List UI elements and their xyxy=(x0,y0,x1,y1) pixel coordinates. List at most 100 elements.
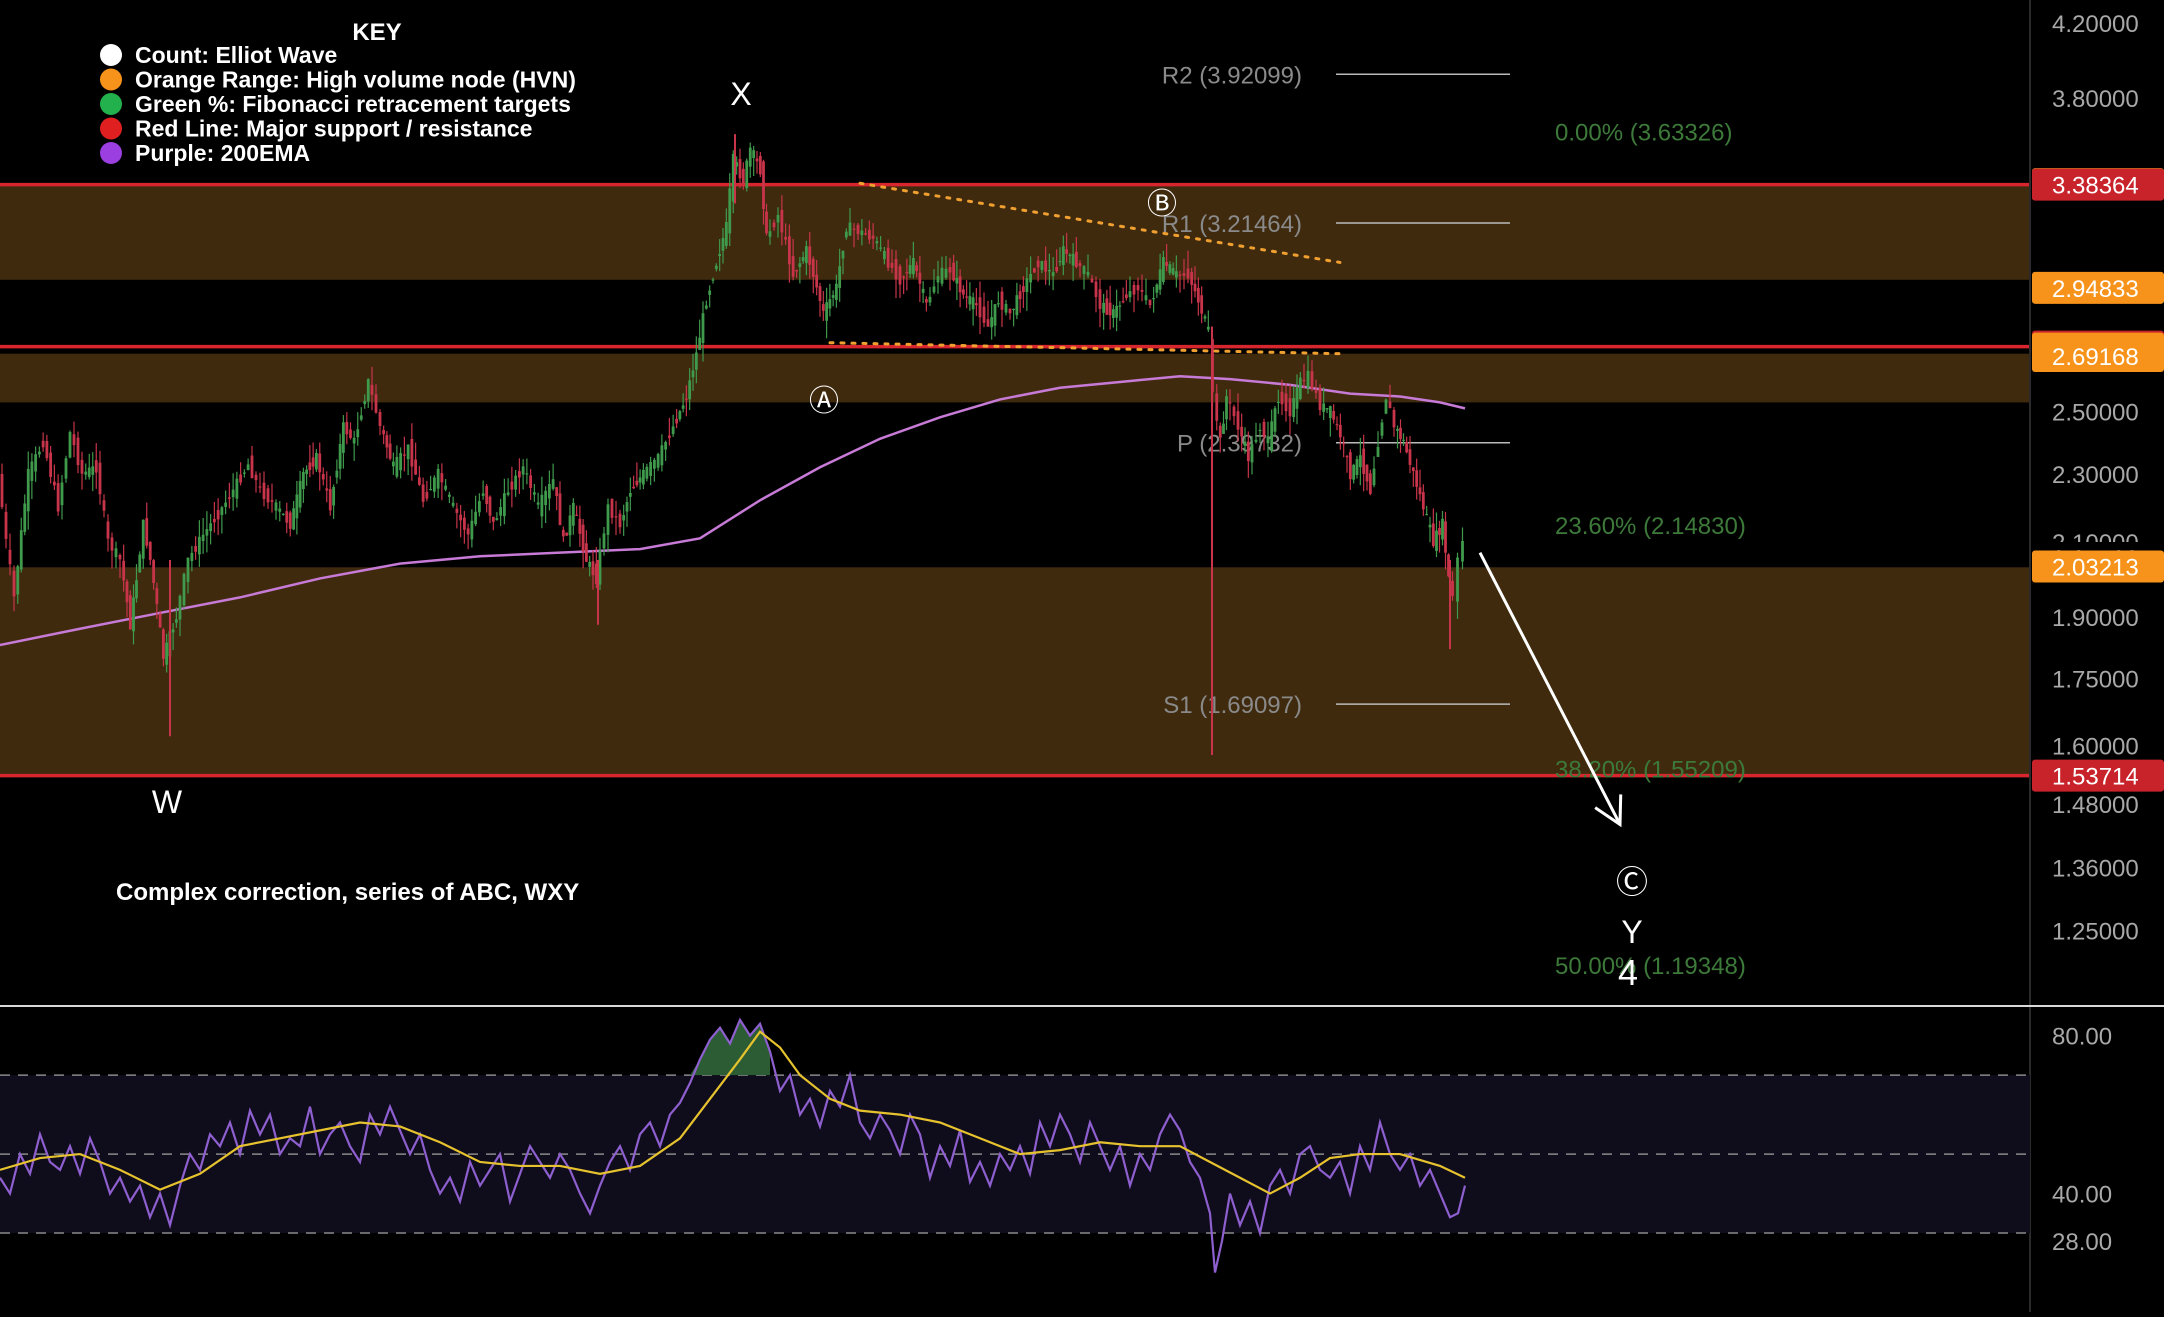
candle-body-47 xyxy=(171,629,175,633)
candle-body-235 xyxy=(841,250,845,259)
candle-body-19 xyxy=(72,434,76,446)
hvn-zone-2 xyxy=(0,567,2030,776)
candle-body-189 xyxy=(684,398,688,400)
candle-body-311 xyxy=(1115,305,1119,318)
candle-body-405 xyxy=(1447,554,1450,577)
candle-body-177 xyxy=(641,469,645,485)
candle-body-196 xyxy=(708,290,712,295)
candle-body-232 xyxy=(831,295,835,298)
candle-body-227 xyxy=(815,274,819,288)
candle-body-220 xyxy=(791,256,795,277)
candle-body-234 xyxy=(838,266,842,288)
candle-body-249 xyxy=(894,259,898,280)
candle-body-276 xyxy=(990,317,994,328)
candle-body-123 xyxy=(447,494,451,497)
candle-body-102 xyxy=(370,384,374,395)
annotation-text: Complex correction, series of ABC, WXY xyxy=(116,879,579,906)
candle-body-239 xyxy=(856,224,860,235)
candle-body-146 xyxy=(532,492,536,495)
wave-label-c: Ⓒ xyxy=(1616,864,1648,900)
candle-body-246 xyxy=(882,250,886,260)
candle-body-328 xyxy=(1174,271,1178,278)
candle-body-245 xyxy=(879,247,883,249)
candle-body-205 xyxy=(738,159,742,179)
price-tick-8: 1.48000 xyxy=(2052,792,2139,819)
rsi-pane xyxy=(0,1017,2030,1273)
candle-body-51 xyxy=(186,557,190,583)
candle-body-292 xyxy=(1047,269,1051,272)
candle-body-278 xyxy=(996,303,1000,305)
candle-body-365 xyxy=(1310,371,1314,389)
candle-body-270 xyxy=(968,296,972,305)
candle-body-286 xyxy=(1025,278,1029,293)
candle-body-393 xyxy=(1408,449,1412,465)
candle-body-148 xyxy=(540,494,544,517)
candle-body-63 xyxy=(231,489,235,498)
legend-dot-2 xyxy=(100,93,122,115)
candle-body-238 xyxy=(852,228,856,230)
candle-body-361 xyxy=(1295,387,1299,409)
candle-body-206 xyxy=(741,168,745,185)
candle-body-24 xyxy=(91,466,95,475)
candle-body-85 xyxy=(311,457,315,467)
candle-body-355 xyxy=(1273,408,1277,432)
candle-body-17 xyxy=(64,458,68,479)
candle-body-222 xyxy=(798,263,802,268)
candle-body-325 xyxy=(1165,261,1169,266)
price-tag-bg-1 xyxy=(2032,168,2164,201)
candle-body-221 xyxy=(795,270,799,272)
candle-body-332 xyxy=(1190,272,1194,285)
candle-body-300 xyxy=(1074,251,1078,268)
candle-body-395 xyxy=(1415,470,1419,487)
candle-body-34 xyxy=(128,595,132,630)
candle-body-340 xyxy=(1218,425,1222,438)
candle-body-78 xyxy=(288,512,292,529)
fib-label-3: 50.00% (1.19348) xyxy=(1555,953,1746,980)
candle-body-74 xyxy=(274,502,278,511)
candle-body-153 xyxy=(558,493,562,526)
candle-body-201 xyxy=(724,222,728,246)
candle-body-103 xyxy=(374,394,378,413)
candle-body-214 xyxy=(768,231,772,237)
candle-body-184 xyxy=(667,435,671,438)
candle-body-61 xyxy=(224,502,228,507)
candle-body-79 xyxy=(292,508,296,530)
candle-body-327 xyxy=(1171,268,1175,275)
rsi-tick-0: 80.00 xyxy=(2052,1024,2112,1051)
candle-body-186 xyxy=(675,418,679,424)
candle-body-271 xyxy=(971,297,975,310)
price-tag-label-2: 2.94833 xyxy=(2052,276,2139,303)
rsi-tick-2: 28.00 xyxy=(2052,1229,2112,1256)
projection-arrow xyxy=(1478,551,1623,828)
price-tick-0: 4.20000 xyxy=(2052,11,2139,38)
candle-body-199 xyxy=(718,254,722,256)
candle-body-333 xyxy=(1193,283,1197,292)
candle-body-58 xyxy=(212,518,216,523)
candle-body-380 xyxy=(1362,448,1366,474)
candle-body-402 xyxy=(1438,527,1441,535)
candle-body-40 xyxy=(148,542,152,560)
candle-body-118 xyxy=(429,488,433,491)
candle-body-174 xyxy=(632,486,636,489)
candle-body-203 xyxy=(731,154,735,202)
candle-body-21 xyxy=(80,459,84,474)
candle-body-382 xyxy=(1368,473,1372,494)
candle-body-217 xyxy=(780,209,784,233)
candle-body-400 xyxy=(1431,523,1435,547)
candle-body-209 xyxy=(752,150,756,159)
candle-body-309 xyxy=(1108,302,1112,316)
candle-body-147 xyxy=(536,502,540,505)
candle-body-315 xyxy=(1128,291,1132,298)
candle-body-100 xyxy=(363,400,367,405)
candle-body-329 xyxy=(1178,274,1182,276)
candle-body-240 xyxy=(860,230,864,236)
candle-body-263 xyxy=(944,268,948,278)
candles xyxy=(0,134,1464,755)
candle-body-87 xyxy=(318,453,322,473)
candle-body-135 xyxy=(491,516,495,522)
candle-body-334 xyxy=(1196,287,1200,303)
candle-body-368 xyxy=(1322,403,1326,412)
candle-body-391 xyxy=(1402,439,1405,441)
